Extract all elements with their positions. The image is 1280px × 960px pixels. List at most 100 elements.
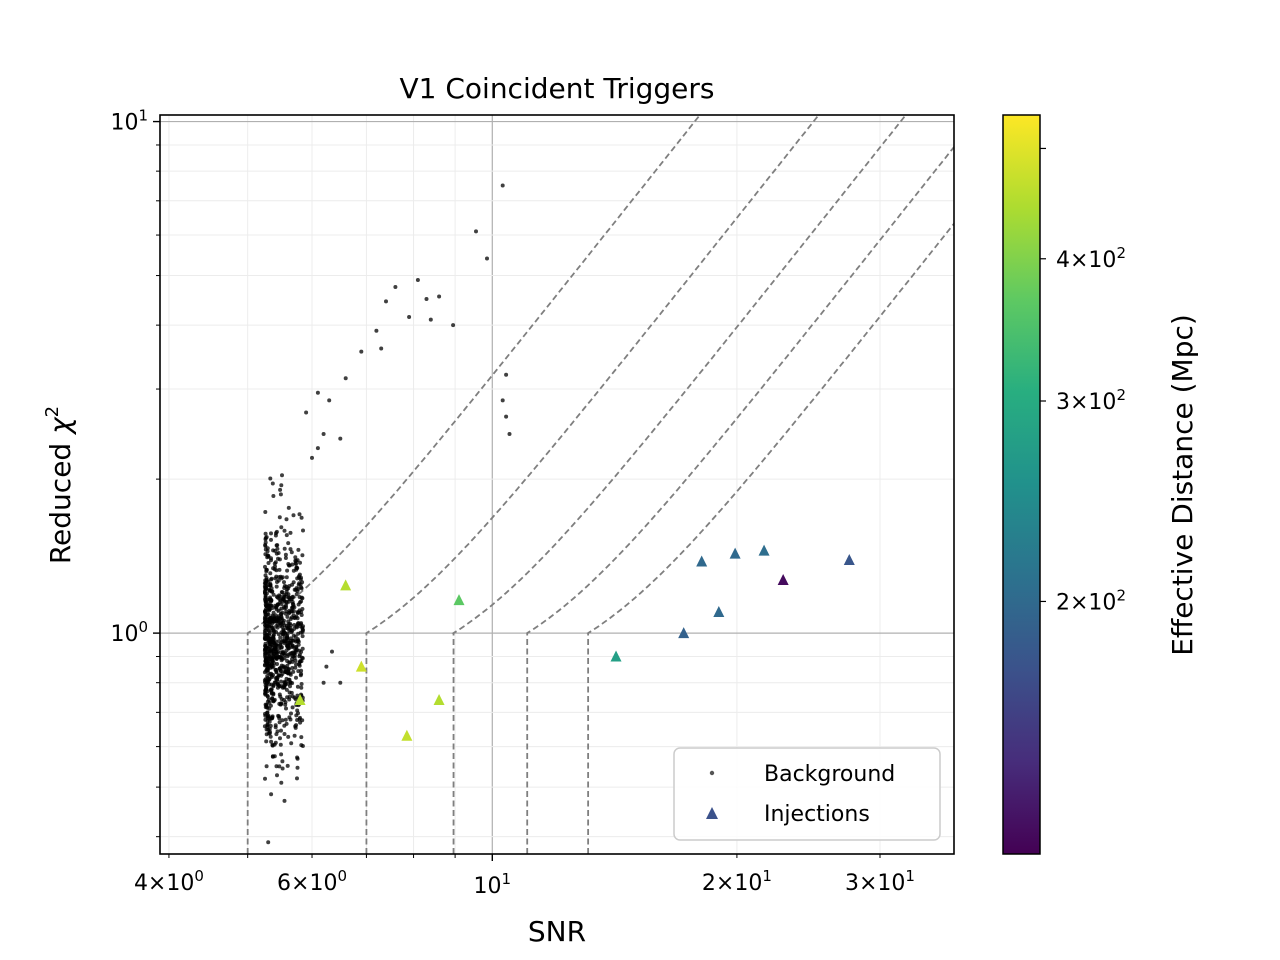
background-point xyxy=(278,635,283,640)
background-point xyxy=(324,664,329,669)
background-point xyxy=(270,481,275,486)
background-point xyxy=(330,649,334,654)
background-point xyxy=(290,705,295,710)
y-tick-label-exponent: 1 xyxy=(138,107,148,125)
background-point xyxy=(295,765,300,770)
background-point xyxy=(507,432,512,436)
background-point xyxy=(265,705,270,710)
background-point xyxy=(275,773,279,778)
background-point xyxy=(301,528,305,533)
colorbar-label: Effective Distance (Mpc) xyxy=(1166,314,1199,656)
colorbar-tick-label-exponent: 2 xyxy=(1116,244,1126,262)
background-point xyxy=(266,553,271,558)
background-point xyxy=(280,718,285,723)
background-point xyxy=(282,798,287,803)
y-tick-label: 100 xyxy=(110,618,148,647)
background-point xyxy=(296,631,301,636)
background-point xyxy=(293,697,298,702)
background-point xyxy=(284,676,289,681)
x-axis-ticks: 4×100 6×100 101 2×101 3×101 xyxy=(134,854,915,899)
background-point xyxy=(282,528,287,533)
background-point xyxy=(286,592,291,597)
background-point xyxy=(272,630,277,634)
background-point xyxy=(293,724,298,729)
background-point xyxy=(295,684,300,689)
background-point xyxy=(338,436,343,441)
background-point xyxy=(281,621,286,625)
background-point xyxy=(288,530,293,535)
threshold-curve xyxy=(586,222,954,854)
background-point xyxy=(265,723,270,728)
background-point xyxy=(282,639,287,644)
background-point xyxy=(262,620,267,625)
background-point xyxy=(299,621,304,626)
x-tick-label-base: 10 xyxy=(474,874,502,899)
background-point xyxy=(289,550,294,555)
background-point xyxy=(279,483,284,488)
background-point xyxy=(451,323,456,328)
background-point xyxy=(264,535,269,540)
background-point xyxy=(275,546,280,551)
y-axis-label: Reduced χ2 xyxy=(42,406,77,564)
background-point xyxy=(271,494,276,498)
background-point xyxy=(263,614,268,619)
background-point xyxy=(276,556,280,561)
background-point xyxy=(290,666,295,670)
background-point xyxy=(288,684,292,689)
y-tick-label-exponent: 0 xyxy=(138,618,148,636)
y-tick-label-base: 10 xyxy=(110,111,138,136)
threshold-curve xyxy=(246,115,702,854)
background-point xyxy=(263,547,268,552)
background-point xyxy=(283,717,288,722)
background-point xyxy=(263,654,268,659)
background-point xyxy=(267,700,272,705)
background-point xyxy=(327,398,332,403)
background-point xyxy=(284,706,288,711)
background-point xyxy=(268,723,273,728)
legend: Background Injections xyxy=(673,747,941,841)
background-point xyxy=(270,743,275,748)
background-point xyxy=(264,739,269,744)
background-point xyxy=(277,673,282,678)
x-tick-label-base: 6×10 xyxy=(277,871,337,896)
background-point xyxy=(298,673,303,678)
background-point xyxy=(273,576,278,581)
background-point xyxy=(294,614,299,619)
background-point xyxy=(296,547,301,552)
background-point xyxy=(285,568,290,573)
y-axis-label-power: 2 xyxy=(42,406,63,417)
injection-point xyxy=(713,605,725,617)
background-point xyxy=(289,741,294,746)
background-point xyxy=(286,619,291,624)
background-point xyxy=(276,578,281,583)
background-point xyxy=(278,492,283,497)
injection-point xyxy=(610,650,622,662)
background-point xyxy=(295,776,299,781)
background-point xyxy=(263,677,268,682)
background-point xyxy=(266,612,271,617)
background-point xyxy=(263,573,268,578)
background-point xyxy=(300,553,305,558)
background-point xyxy=(277,515,282,520)
background-point xyxy=(270,589,275,594)
background-point xyxy=(282,546,287,551)
background-point xyxy=(290,562,295,567)
background-point xyxy=(300,634,305,639)
colorbar-tick-label-base: 4×10 xyxy=(1056,248,1116,273)
background-point xyxy=(283,611,288,616)
background-point xyxy=(279,663,284,668)
background-point xyxy=(279,576,284,581)
background-point xyxy=(298,659,303,664)
background-point xyxy=(321,680,326,685)
background-point xyxy=(279,645,284,650)
background-point xyxy=(295,756,300,761)
background-point xyxy=(291,594,295,599)
y-axis-ticks: 100 101 xyxy=(110,107,160,838)
background-point xyxy=(273,676,278,681)
injection-point xyxy=(355,660,367,672)
background-point xyxy=(274,584,279,589)
background-point xyxy=(315,390,320,395)
background-point xyxy=(268,583,273,588)
background-point xyxy=(269,792,274,797)
